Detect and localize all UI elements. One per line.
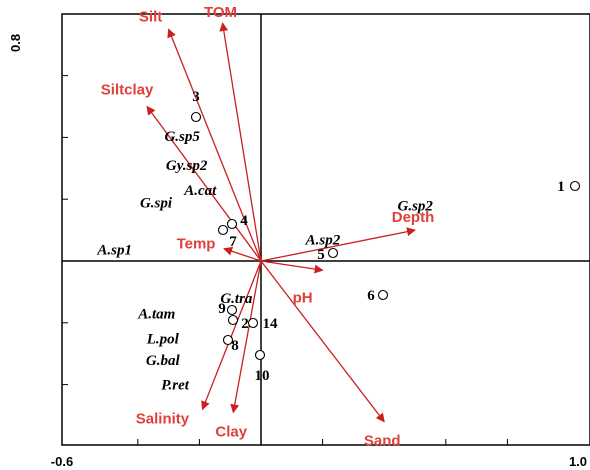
species-label-a-tam: A.tam: [137, 307, 175, 323]
site-point-4: [226, 218, 238, 230]
site-label-4: 4: [240, 213, 248, 229]
site-point-2: [227, 314, 239, 326]
vector-silt: [167, 28, 262, 262]
env-label-tom: TOM: [204, 4, 237, 21]
species-label-gy-sp2: Gy.sp2: [166, 158, 208, 174]
vector-temp: [223, 246, 262, 262]
env-label-sand: Sand: [364, 433, 401, 450]
x-tick-label-left: -0.6: [51, 454, 73, 469]
env-label-siltclay: Siltclay: [101, 82, 154, 99]
env-label-silt: Silt: [139, 8, 162, 25]
vector-depth: [260, 227, 416, 262]
env-label-depth: Depth: [392, 209, 435, 226]
vector-sand: [260, 260, 385, 423]
species-label-g-tra: G.tra: [220, 291, 253, 307]
site-point-5: [327, 247, 339, 259]
vector-clay: [230, 260, 262, 414]
species-label-p-ret: P.ret: [161, 378, 189, 394]
site-label-2: 2: [241, 316, 249, 332]
plot-frame: [61, 13, 590, 446]
site-point-10: [254, 349, 266, 361]
env-label-salinity: Salinity: [136, 410, 190, 427]
site-label-14: 14: [263, 316, 279, 332]
site-label-9: 9: [218, 301, 226, 317]
y-tick-label-top: 0.8: [8, 34, 23, 52]
site-point-6: [377, 289, 389, 301]
vector-ph: [260, 260, 324, 274]
site-point-7: [217, 224, 229, 236]
species-label-l-pol: L.pol: [146, 331, 180, 347]
species-label-a-sp1: A.sp1: [96, 243, 132, 259]
site-label-1: 1: [557, 179, 565, 195]
species-label-a-sp2: A.sp2: [305, 232, 341, 248]
species-label-g-spi: G.spi: [140, 196, 173, 212]
site-label-6: 6: [367, 288, 375, 304]
species-label-a-cat: A.cat: [183, 183, 217, 199]
env-label-clay: Clay: [215, 423, 247, 440]
site-point-3: [190, 111, 202, 123]
vector-tom: [219, 22, 262, 262]
site-point-9: [226, 304, 238, 316]
species-label-g-sp2: G.sp2: [398, 198, 434, 214]
vector-siltclay: [146, 105, 262, 262]
species-label-g-bal: G.bal: [146, 353, 181, 369]
site-label-3: 3: [192, 89, 200, 105]
site-point-1: [569, 180, 581, 192]
x-tick-label-right: 1.0: [569, 454, 587, 469]
vector-salinity: [201, 260, 262, 411]
site-point-8: [222, 334, 234, 346]
site-label-8: 8: [231, 338, 239, 354]
env-label-temp: Temp: [177, 236, 216, 253]
env-label-ph: pH: [293, 289, 313, 306]
site-label-5: 5: [317, 247, 325, 263]
species-label-g-sp5: G.sp5: [164, 129, 200, 145]
site-point-14: [247, 317, 259, 329]
site-label-10: 10: [255, 368, 270, 384]
site-label-7: 7: [229, 234, 237, 250]
